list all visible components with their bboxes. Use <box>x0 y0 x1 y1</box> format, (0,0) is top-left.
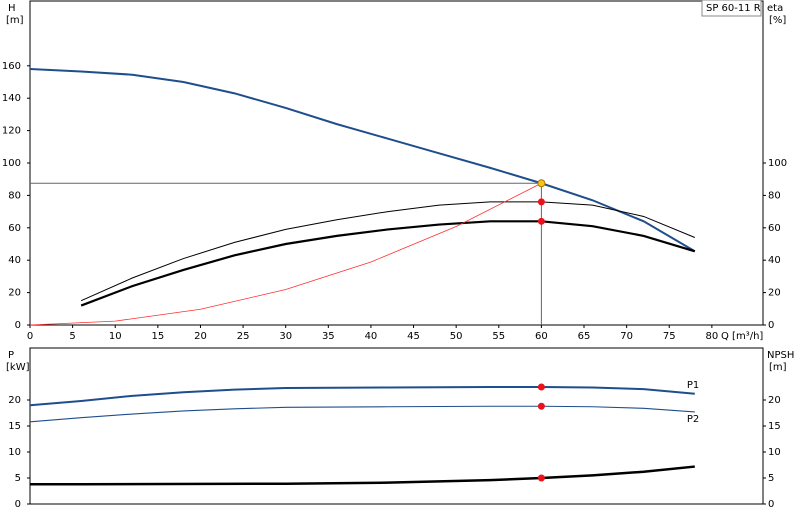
x-tick-label: 25 <box>237 331 250 342</box>
y-tick-label: 40 <box>8 255 21 266</box>
y2-tick-label: 40 <box>768 255 781 266</box>
y-tick-label: 5 <box>15 473 21 484</box>
y-tick-label: 0 <box>15 499 21 510</box>
y-tick-label: 80 <box>8 190 21 201</box>
x-tick-label: 35 <box>322 331 335 342</box>
y2-tick-label: 20 <box>768 288 781 299</box>
y-tick-label: 0 <box>15 320 21 331</box>
x-axis-label: Q [m³/h] <box>721 331 763 342</box>
curve <box>29 405 695 423</box>
y2-axis-label: NPSH <box>767 350 794 361</box>
x-tick-label: 10 <box>109 331 122 342</box>
y-tick-label: 60 <box>8 223 21 234</box>
curve-label: P1 <box>687 380 699 391</box>
y2-axis-unit: [%] <box>769 15 786 26</box>
x-tick-label: 0 <box>27 331 33 342</box>
y2-axis-unit: [m] <box>769 362 787 373</box>
y2-tick-label: 0 <box>768 320 774 331</box>
x-tick-label: 45 <box>407 331 420 342</box>
chart-title: SP 60-11 R <box>706 3 761 14</box>
y-tick-label: 15 <box>8 421 21 432</box>
y2-tick-label: 60 <box>768 223 781 234</box>
y-tick-label: 10 <box>8 447 21 458</box>
duty-point <box>537 198 545 206</box>
x-tick-label: 60 <box>535 331 548 342</box>
x-tick-label: 80 <box>705 331 718 342</box>
y-axis-unit: [m] <box>6 15 24 26</box>
curve <box>30 465 695 486</box>
x-tick-label: 5 <box>69 331 75 342</box>
duty-point <box>537 402 545 410</box>
duty-point <box>537 474 545 482</box>
y-tick-label: 120 <box>2 126 21 137</box>
x-tick-label: 65 <box>578 331 591 342</box>
y-tick-label: 100 <box>2 158 21 169</box>
y-tick-label: 140 <box>2 93 21 104</box>
x-tick-label: 55 <box>492 331 505 342</box>
title-box <box>701 0 762 17</box>
y2-tick-label: 10 <box>768 447 781 458</box>
x-tick-label: 20 <box>194 331 207 342</box>
y2-tick-label: 0 <box>768 499 774 510</box>
y-tick-label: 160 <box>2 61 21 72</box>
x-tick-label: 15 <box>151 331 164 342</box>
y-axis-unit: [kW] <box>6 362 30 373</box>
duty-point <box>537 217 545 225</box>
x-tick-label: 30 <box>279 331 292 342</box>
x-tick-label: 75 <box>663 331 676 342</box>
y-tick-label: 20 <box>8 288 21 299</box>
duty-point <box>537 383 545 391</box>
y2-tick-label: 5 <box>768 473 774 484</box>
y2-tick-label: 15 <box>768 421 781 432</box>
curve <box>29 182 542 326</box>
curve <box>29 386 695 407</box>
x-tick-label: 50 <box>450 331 463 342</box>
x-tick-label: 70 <box>620 331 633 342</box>
y-axis-label: H <box>8 3 16 14</box>
y2-tick-label: 80 <box>768 190 781 201</box>
curve <box>80 220 696 307</box>
x-tick-label: 40 <box>365 331 378 342</box>
curve-label: P2 <box>687 414 699 425</box>
y2-axis-label: eta <box>767 3 783 14</box>
y-axis-label: P <box>8 350 14 361</box>
duty-point <box>537 179 546 188</box>
y2-tick-label: 20 <box>768 395 781 406</box>
curve <box>80 201 696 302</box>
y-tick-label: 20 <box>8 395 21 406</box>
y2-tick-label: 100 <box>768 158 787 169</box>
curve <box>29 68 696 253</box>
